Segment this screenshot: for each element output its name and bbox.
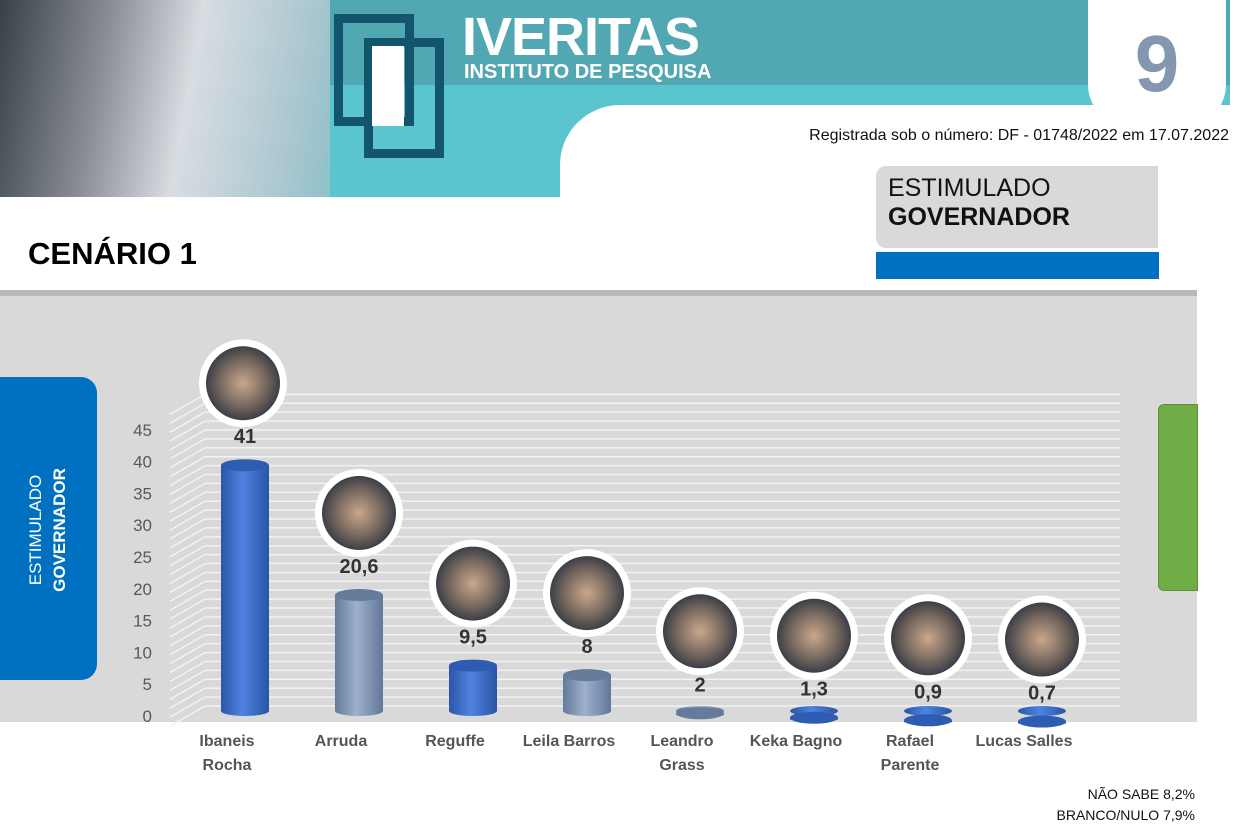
value-label: 20,6 xyxy=(340,556,379,578)
bar-chart: 0 5 10 15 20 25 30 35 40 45 41 Ibaneis Rocha 20,6 Arru… xyxy=(133,339,1120,774)
bar-top xyxy=(563,669,611,682)
bar-top xyxy=(1018,715,1066,728)
y-tick-label: 20 xyxy=(133,580,152,599)
category-label: Leila Barros xyxy=(523,733,616,750)
candidate-photo xyxy=(550,556,624,631)
category-label: Keka Bagno xyxy=(750,733,843,750)
category-label: Leandro xyxy=(650,733,713,750)
y-tick-label: 15 xyxy=(133,612,152,631)
value-label: 0,7 xyxy=(1028,683,1056,705)
bar-base xyxy=(1018,706,1066,716)
y-tick-label: 40 xyxy=(133,453,152,472)
value-label: 0,9 xyxy=(914,681,942,703)
y-tick-label: 25 xyxy=(133,548,152,567)
bar-top xyxy=(790,711,838,724)
branco-nulo-note: BRANCO/NULO 7,9% xyxy=(1056,807,1195,823)
bar-base xyxy=(449,706,497,716)
y-tick-label: 35 xyxy=(133,484,152,503)
category-label: Ibaneis xyxy=(199,733,254,750)
bar-top xyxy=(221,459,269,472)
candidate-photo xyxy=(891,601,965,676)
registration-text: Registrada sob o número: DF - 01748/2022… xyxy=(809,127,1229,144)
tag-accent-bar xyxy=(876,252,1159,279)
category-label: Rocha xyxy=(203,757,252,774)
nao-sabe-note: NÃO SABE 8,2% xyxy=(1087,786,1195,802)
bar-top xyxy=(904,714,952,727)
y-tick-label: 10 xyxy=(133,643,152,662)
value-label: 9,5 xyxy=(459,627,487,649)
category-label: Reguffe xyxy=(425,733,485,750)
bar-top xyxy=(335,588,383,601)
bar-top xyxy=(449,659,497,672)
bar xyxy=(335,594,383,711)
y-tick-label: 45 xyxy=(133,421,152,440)
value-label: 1,3 xyxy=(800,679,828,701)
tag-line2: GOVERNADOR xyxy=(888,203,1070,231)
bar-base xyxy=(221,706,269,716)
category-label: Rafael xyxy=(886,733,934,750)
green-tab xyxy=(1158,404,1198,591)
candidate-photo xyxy=(1005,602,1079,677)
page-number: 9 xyxy=(1134,19,1180,108)
bar-base xyxy=(904,706,952,716)
bar xyxy=(221,465,269,711)
candidate-photo xyxy=(436,546,510,621)
y-tick-label: 30 xyxy=(133,516,152,535)
logo-mark xyxy=(364,38,444,158)
bar-top xyxy=(676,707,724,720)
side-tab xyxy=(0,377,97,680)
page-title: CENÁRIO 1 xyxy=(28,236,197,271)
y-tick-label: 0 xyxy=(143,707,152,726)
candidate-photo xyxy=(663,594,737,669)
bar xyxy=(449,665,497,711)
bar-base xyxy=(563,706,611,716)
value-label: 41 xyxy=(234,426,256,448)
brand-subtitle: INSTITUTO DE PESQUISA xyxy=(464,61,712,83)
scenario-tag: ESTIMULADO GOVERNADOR xyxy=(876,166,1158,248)
category-label: Parente xyxy=(881,757,940,774)
value-label: 2 xyxy=(694,674,705,696)
page-number-box xyxy=(1088,0,1226,125)
category-label: Lucas Salles xyxy=(976,733,1073,750)
category-label: Grass xyxy=(659,757,704,774)
value-label: 8 xyxy=(581,636,592,658)
candidate-photo xyxy=(777,598,851,673)
chart-panel xyxy=(0,290,1197,722)
logo-mark xyxy=(372,46,404,126)
tag-line1: ESTIMULADO xyxy=(888,174,1051,202)
category-label: Arruda xyxy=(315,733,368,750)
candidate-photo xyxy=(206,346,280,421)
candidate-photo xyxy=(322,475,396,550)
brand-name: IVERITAS xyxy=(462,7,700,67)
y-tick-label: 5 xyxy=(143,675,152,694)
bar-base xyxy=(335,706,383,716)
